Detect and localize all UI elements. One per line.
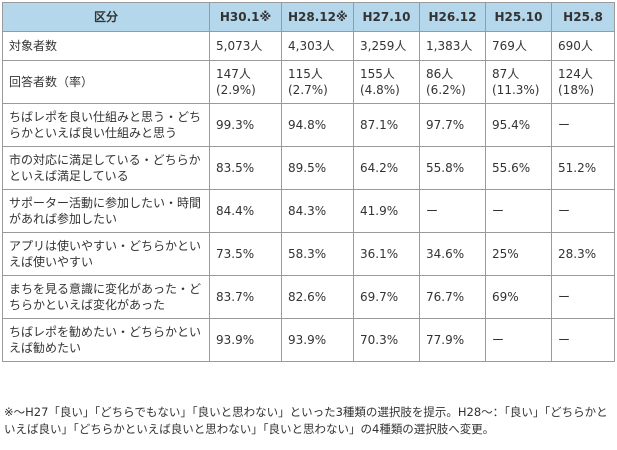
table-row: 回答者数（率） 147人 (2.9%) 115人 (2.7%) 155人 (4.8%)… xyxy=(2,60,615,104)
table-cell: ー xyxy=(485,318,552,362)
table-row: まちを見る意識に変化があった・どちらかといえば変化があった 83.7% 82.6% 6… xyxy=(2,275,615,319)
table-row: アプリは使いやすい・どちらかといえば使いやすい 73.5% 58.3% 36.1% 34… xyxy=(2,232,615,276)
table-cell: 69% xyxy=(485,275,552,319)
table-cell: 83.5% xyxy=(209,146,282,190)
column-header: H27.10 xyxy=(353,2,420,32)
table-cell: 58.3% xyxy=(281,232,354,276)
table-cell: 55.8% xyxy=(419,146,486,190)
column-header: H25.8 xyxy=(551,2,615,32)
table-cell: 94.8% xyxy=(281,103,354,147)
table-cell: 93.9% xyxy=(281,318,354,362)
row-label: 対象者数 xyxy=(2,31,210,61)
table-row: サポーター活動に参加したい・時間があれば参加したい 84.4% 84.3% 41.9%… xyxy=(2,189,615,233)
row-label: ちばレポを良い仕組みと思う・どちらかといえば良い仕組みと思う xyxy=(2,103,210,147)
table-row: ちばレポを良い仕組みと思う・どちらかといえば良い仕組みと思う 99.3% 94.8%… xyxy=(2,103,615,147)
table-cell: 51.2% xyxy=(551,146,615,190)
table-cell: 124人 (18%) xyxy=(551,60,615,104)
row-label: ちばレポを勧めたい・どちらかといえば勧めたい xyxy=(2,318,210,362)
table-row: ちばレポを勧めたい・どちらかといえば勧めたい 93.9% 93.9% 70.3% 77.… xyxy=(2,318,615,362)
column-header: H30.1※ xyxy=(209,2,282,32)
table-cell: 690人 xyxy=(551,31,615,61)
table-cell: 89.5% xyxy=(281,146,354,190)
table-cell: 55.6% xyxy=(485,146,552,190)
table-cell: 99.3% xyxy=(209,103,282,147)
table-cell: 83.7% xyxy=(209,275,282,319)
column-header: H25.10 xyxy=(485,2,552,32)
table-cell: 84.3% xyxy=(281,189,354,233)
row-label: まちを見る意識に変化があった・どちらかといえば変化があった xyxy=(2,275,210,319)
table-cell: 28.3% xyxy=(551,232,615,276)
table-cell: 155人 (4.8%) xyxy=(353,60,420,104)
table-cell: 70.3% xyxy=(353,318,420,362)
table-cell: 77.9% xyxy=(419,318,486,362)
table-cell: 69.7% xyxy=(353,275,420,319)
table-cell: 64.2% xyxy=(353,146,420,190)
row-label: アプリは使いやすい・どちらかといえば使いやすい xyxy=(2,232,210,276)
table-row: 対象者数 5,073人 4,303人 3,259人 1,383人 769人 690人 xyxy=(2,31,615,61)
table-cell: 4,303人 xyxy=(281,31,354,61)
table-cell: 84.4% xyxy=(209,189,282,233)
table-cell: ー xyxy=(551,103,615,147)
table-cell: 147人 (2.9%) xyxy=(209,60,282,104)
table-cell: 34.6% xyxy=(419,232,486,276)
table-cell: 1,383人 xyxy=(419,31,486,61)
table-cell: 93.9% xyxy=(209,318,282,362)
table-cell: 115人 (2.7%) xyxy=(281,60,354,104)
row-label: 市の対応に満足している・どちらかといえば満足している xyxy=(2,146,210,190)
footnote: ※〜H27「良い」「どちらでもない」「良いと思わない」といった3種類の選択肢を提… xyxy=(4,405,608,436)
row-label: サポーター活動に参加したい・時間があれば参加したい xyxy=(2,189,210,233)
table-cell: 86人 (6.2%) xyxy=(419,60,486,104)
table-cell: 73.5% xyxy=(209,232,282,276)
table-cell: ー xyxy=(551,275,615,319)
table-cell: ー xyxy=(551,318,615,362)
table-cell: ー xyxy=(419,189,486,233)
table-cell: 95.4% xyxy=(485,103,552,147)
header-row: 区分 H30.1※ H28.12※ H27.10 H26.12 H25.10 H… xyxy=(2,2,615,32)
table-cell: 36.1% xyxy=(353,232,420,276)
table-cell: 97.7% xyxy=(419,103,486,147)
table-cell: ー xyxy=(551,189,615,233)
table-cell: 82.6% xyxy=(281,275,354,319)
column-header: H28.12※ xyxy=(281,2,354,32)
table-cell: 87.1% xyxy=(353,103,420,147)
table-cell: 769人 xyxy=(485,31,552,61)
table-cell: ー xyxy=(485,189,552,233)
table-cell: 3,259人 xyxy=(353,31,420,61)
column-header: 区分 xyxy=(2,2,210,32)
table-row: 市の対応に満足している・どちらかといえば満足している 83.5% 89.5% 64.2… xyxy=(2,146,615,190)
table-cell: 76.7% xyxy=(419,275,486,319)
column-header: H26.12 xyxy=(419,2,486,32)
survey-results-table: 区分 H30.1※ H28.12※ H27.10 H26.12 H25.10 H… xyxy=(2,2,615,362)
table-cell: 41.9% xyxy=(353,189,420,233)
table-cell: 25% xyxy=(485,232,552,276)
table-cell: 87人 (11.3%) xyxy=(485,60,552,104)
table-cell: 5,073人 xyxy=(209,31,282,61)
row-label: 回答者数（率） xyxy=(2,60,210,104)
